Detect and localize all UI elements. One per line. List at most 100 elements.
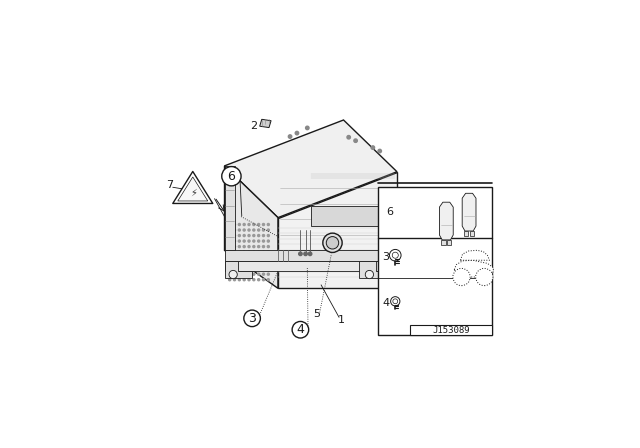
Circle shape [347, 135, 351, 139]
Circle shape [262, 251, 264, 253]
Polygon shape [311, 206, 396, 226]
Circle shape [234, 240, 236, 242]
Polygon shape [225, 250, 397, 261]
Circle shape [289, 135, 292, 138]
Circle shape [365, 271, 374, 279]
Circle shape [258, 246, 260, 248]
Text: 4: 4 [296, 323, 305, 336]
Polygon shape [173, 172, 212, 203]
Circle shape [238, 229, 241, 231]
Polygon shape [464, 231, 468, 236]
Polygon shape [461, 250, 490, 260]
Circle shape [323, 233, 342, 253]
Circle shape [253, 224, 255, 225]
Text: J153089: J153089 [432, 326, 470, 335]
Circle shape [234, 246, 236, 248]
Circle shape [262, 279, 264, 281]
Circle shape [258, 234, 260, 237]
Polygon shape [225, 120, 397, 218]
Circle shape [253, 246, 255, 248]
Circle shape [268, 279, 269, 281]
Circle shape [234, 279, 236, 281]
Circle shape [229, 271, 237, 279]
Circle shape [253, 267, 255, 270]
Circle shape [248, 267, 250, 270]
FancyBboxPatch shape [410, 325, 492, 335]
Circle shape [228, 257, 231, 258]
Circle shape [258, 262, 260, 264]
Circle shape [268, 257, 269, 258]
Circle shape [453, 268, 470, 286]
Circle shape [243, 262, 245, 264]
Circle shape [221, 167, 241, 186]
Circle shape [248, 257, 250, 258]
Circle shape [262, 257, 264, 258]
Circle shape [292, 322, 308, 338]
Polygon shape [178, 177, 208, 201]
Circle shape [258, 279, 260, 281]
Circle shape [228, 273, 231, 275]
Circle shape [243, 267, 245, 270]
Circle shape [248, 251, 250, 253]
Circle shape [268, 251, 269, 253]
Circle shape [243, 229, 245, 231]
Circle shape [244, 310, 260, 327]
Circle shape [243, 251, 245, 253]
Text: 3: 3 [248, 312, 256, 325]
Circle shape [248, 273, 250, 275]
Polygon shape [225, 166, 278, 289]
Circle shape [268, 240, 269, 242]
Circle shape [308, 252, 312, 255]
Circle shape [234, 267, 236, 270]
Circle shape [234, 257, 236, 258]
Circle shape [262, 240, 264, 242]
Circle shape [262, 267, 264, 270]
Polygon shape [470, 231, 474, 236]
Circle shape [262, 234, 264, 237]
Circle shape [228, 279, 231, 281]
Circle shape [238, 279, 241, 281]
Circle shape [253, 273, 255, 275]
Circle shape [253, 257, 255, 258]
Circle shape [253, 240, 255, 242]
Circle shape [248, 224, 250, 225]
Polygon shape [462, 193, 476, 231]
Circle shape [262, 229, 264, 231]
Polygon shape [260, 119, 271, 128]
Circle shape [228, 240, 231, 242]
Circle shape [258, 251, 260, 253]
Circle shape [262, 262, 264, 264]
Circle shape [228, 251, 231, 253]
Circle shape [268, 246, 269, 248]
Circle shape [234, 273, 236, 275]
Text: 6: 6 [227, 170, 236, 183]
Text: 2: 2 [250, 121, 257, 131]
Circle shape [393, 299, 397, 304]
Polygon shape [447, 240, 451, 245]
Circle shape [248, 279, 250, 281]
Circle shape [253, 279, 255, 281]
Text: 6: 6 [386, 207, 393, 217]
FancyBboxPatch shape [378, 186, 492, 335]
Circle shape [268, 273, 269, 275]
Circle shape [390, 297, 400, 306]
Text: 3: 3 [383, 252, 390, 262]
Polygon shape [454, 260, 493, 277]
Circle shape [243, 273, 245, 275]
Circle shape [258, 267, 260, 270]
Circle shape [258, 257, 260, 258]
Circle shape [228, 267, 231, 270]
Circle shape [354, 139, 357, 142]
Circle shape [258, 273, 260, 275]
Circle shape [228, 234, 231, 237]
Polygon shape [225, 166, 235, 250]
Circle shape [234, 224, 236, 225]
Text: 4: 4 [383, 298, 390, 308]
Circle shape [262, 224, 264, 225]
Circle shape [228, 262, 231, 264]
Circle shape [243, 240, 245, 242]
Circle shape [238, 240, 241, 242]
Circle shape [228, 229, 231, 231]
Circle shape [243, 257, 245, 258]
Circle shape [295, 131, 299, 135]
